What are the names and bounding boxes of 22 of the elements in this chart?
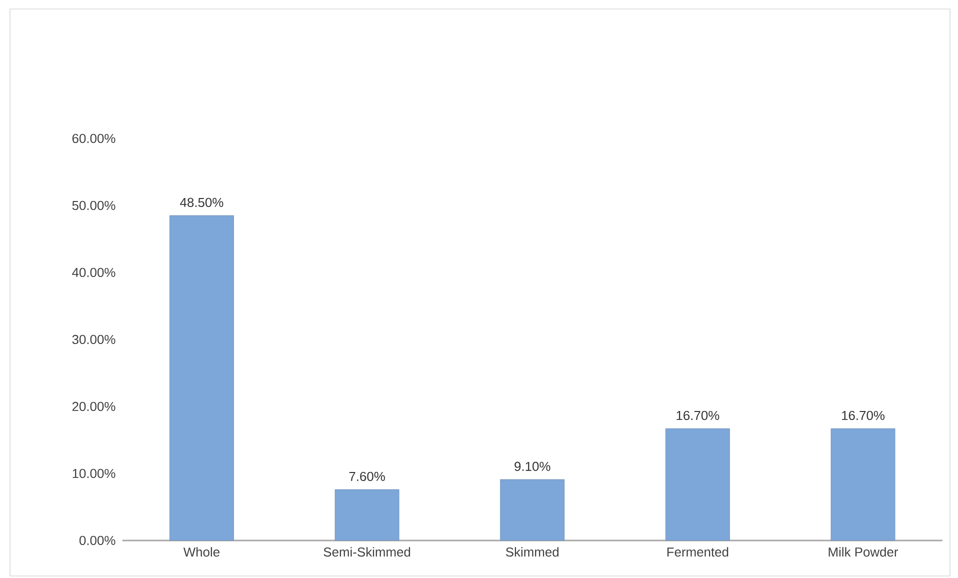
y-tick-label: 10.00% xyxy=(72,468,116,478)
bar xyxy=(830,428,896,541)
bar xyxy=(334,489,400,541)
y-tick-label: 60.00% xyxy=(72,134,116,144)
y-tick-label: 30.00% xyxy=(72,334,116,344)
x-tick-label: Milk Powder xyxy=(828,547,898,557)
bar xyxy=(665,428,730,541)
y-tick-label: 50.00% xyxy=(72,200,116,210)
data-label: 16.70% xyxy=(676,410,720,420)
x-tick-label: Skimmed xyxy=(506,547,559,557)
x-tick-label: Semi-Skimmed xyxy=(324,547,410,557)
bar xyxy=(500,479,565,541)
data-label: 7.60% xyxy=(349,472,385,482)
data-label: 9.10% xyxy=(514,462,550,471)
y-tick-label: 0.00% xyxy=(79,536,116,546)
x-tick-label: Whole xyxy=(183,547,220,557)
x-tick-label: Fermented xyxy=(667,547,728,557)
y-tick-label: 40.00% xyxy=(72,268,116,278)
y-tick-label: 20.00% xyxy=(72,402,116,412)
data-label: 16.70% xyxy=(842,410,884,420)
bar xyxy=(170,215,234,541)
data-label: 48.50% xyxy=(180,198,224,208)
